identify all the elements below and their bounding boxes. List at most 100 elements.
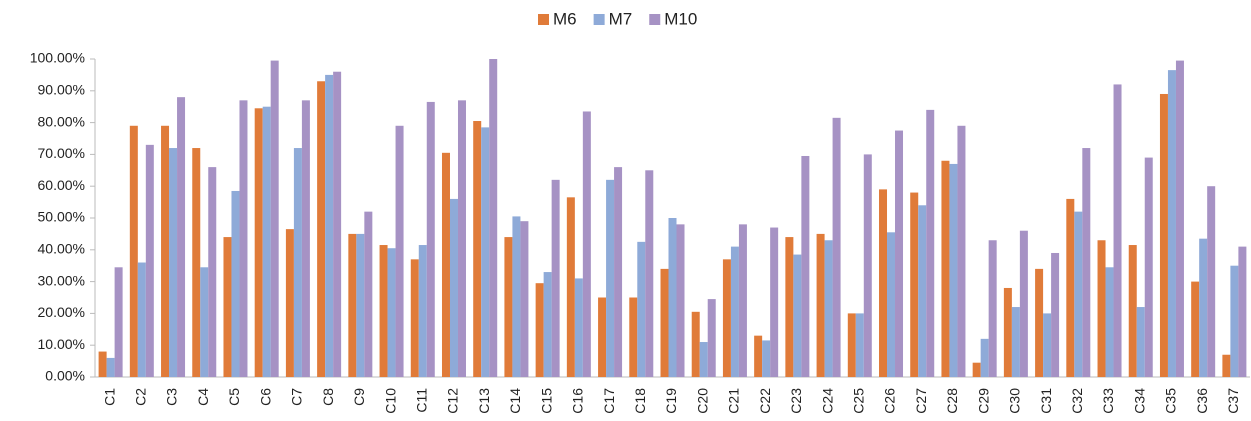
bar xyxy=(356,233,365,377)
bar xyxy=(418,245,427,377)
bar xyxy=(1074,211,1083,377)
bar xyxy=(824,240,833,377)
bar xyxy=(645,170,654,377)
y-tick-label: 100.00% xyxy=(30,50,85,66)
bar xyxy=(551,179,560,377)
y-tick-label: 50.00% xyxy=(38,209,85,225)
y-tick-label: 40.00% xyxy=(38,241,85,257)
bar xyxy=(1159,93,1168,377)
x-tick-label: C9 xyxy=(351,388,367,406)
bar xyxy=(566,197,575,377)
bar xyxy=(161,125,170,377)
y-tick-label: 0.00% xyxy=(45,368,85,384)
x-tick-label: C14 xyxy=(507,388,523,414)
bar xyxy=(1144,157,1153,377)
x-tick-label: C27 xyxy=(913,388,929,414)
x-tick-label: C25 xyxy=(851,388,867,414)
bar xyxy=(754,335,763,377)
bar xyxy=(129,125,138,377)
bar xyxy=(707,299,716,377)
bar xyxy=(473,121,482,377)
x-tick-label: C23 xyxy=(788,388,804,414)
x-tick-label: C31 xyxy=(1038,388,1054,414)
bar xyxy=(426,101,435,378)
bar xyxy=(1199,238,1208,377)
bar xyxy=(832,117,841,377)
bar xyxy=(1230,265,1239,377)
y-tick-label: 80.00% xyxy=(38,113,85,129)
bar xyxy=(1011,307,1020,377)
bar xyxy=(270,60,279,378)
bar xyxy=(1082,148,1091,377)
legend-swatch xyxy=(538,14,549,25)
x-tick-label: C18 xyxy=(632,388,648,414)
bar xyxy=(325,74,334,378)
bar xyxy=(106,357,115,377)
legend-label: M10 xyxy=(664,9,697,28)
bar xyxy=(614,167,623,377)
x-tick-label: C22 xyxy=(757,388,773,414)
bar xyxy=(762,340,771,377)
bar xyxy=(972,362,981,377)
bar xyxy=(722,259,731,377)
x-tick-label: C1 xyxy=(101,388,117,406)
x-tick-label: C37 xyxy=(1225,388,1241,414)
bar xyxy=(1051,252,1060,377)
x-tick-label: C5 xyxy=(226,388,242,406)
bar xyxy=(910,192,919,377)
x-tick-label: C33 xyxy=(1100,388,1116,414)
bar xyxy=(1128,245,1137,377)
bar xyxy=(457,100,466,377)
bar xyxy=(441,152,450,377)
legend-swatch xyxy=(593,14,605,25)
x-tick-label: C28 xyxy=(944,388,960,414)
bar xyxy=(988,240,997,377)
bar xyxy=(637,241,646,377)
legend-label: M7 xyxy=(609,9,633,28)
x-tick-label: C34 xyxy=(1131,388,1147,414)
bar xyxy=(387,248,396,377)
bar xyxy=(793,254,802,377)
y-tick-label: 30.00% xyxy=(38,272,85,288)
bar xyxy=(449,198,458,377)
bar xyxy=(660,268,669,377)
bar xyxy=(177,97,186,377)
bar xyxy=(785,237,794,377)
bar xyxy=(582,111,591,377)
y-tick-label: 60.00% xyxy=(38,177,85,193)
bar xyxy=(668,218,677,377)
bar xyxy=(855,313,864,377)
bar xyxy=(606,179,615,377)
bar xyxy=(293,148,302,377)
bar xyxy=(301,100,310,377)
bar xyxy=(348,233,357,377)
bar xyxy=(574,278,583,377)
bar xyxy=(1105,267,1114,377)
bar xyxy=(208,167,217,377)
bar xyxy=(262,106,271,377)
bar xyxy=(543,272,552,377)
x-tick-label: C29 xyxy=(975,388,991,414)
x-tick-label: C3 xyxy=(164,388,180,406)
bar xyxy=(410,259,419,377)
x-tick-label: C11 xyxy=(413,388,429,413)
bar xyxy=(114,267,123,377)
bar xyxy=(200,267,209,377)
bar xyxy=(887,232,896,377)
bar xyxy=(1097,240,1106,377)
bar xyxy=(145,144,154,377)
bar xyxy=(801,155,810,377)
bar xyxy=(847,313,856,377)
x-tick-label: C36 xyxy=(1194,388,1210,414)
bar xyxy=(1222,354,1231,377)
bar xyxy=(169,148,178,377)
bar xyxy=(980,338,989,377)
x-tick-label: C15 xyxy=(538,388,554,414)
bar xyxy=(504,237,513,377)
x-tick-label: C24 xyxy=(819,388,835,414)
bar xyxy=(699,342,708,377)
x-tick-label: C35 xyxy=(1163,388,1179,414)
x-tick-label: C30 xyxy=(1007,388,1023,414)
